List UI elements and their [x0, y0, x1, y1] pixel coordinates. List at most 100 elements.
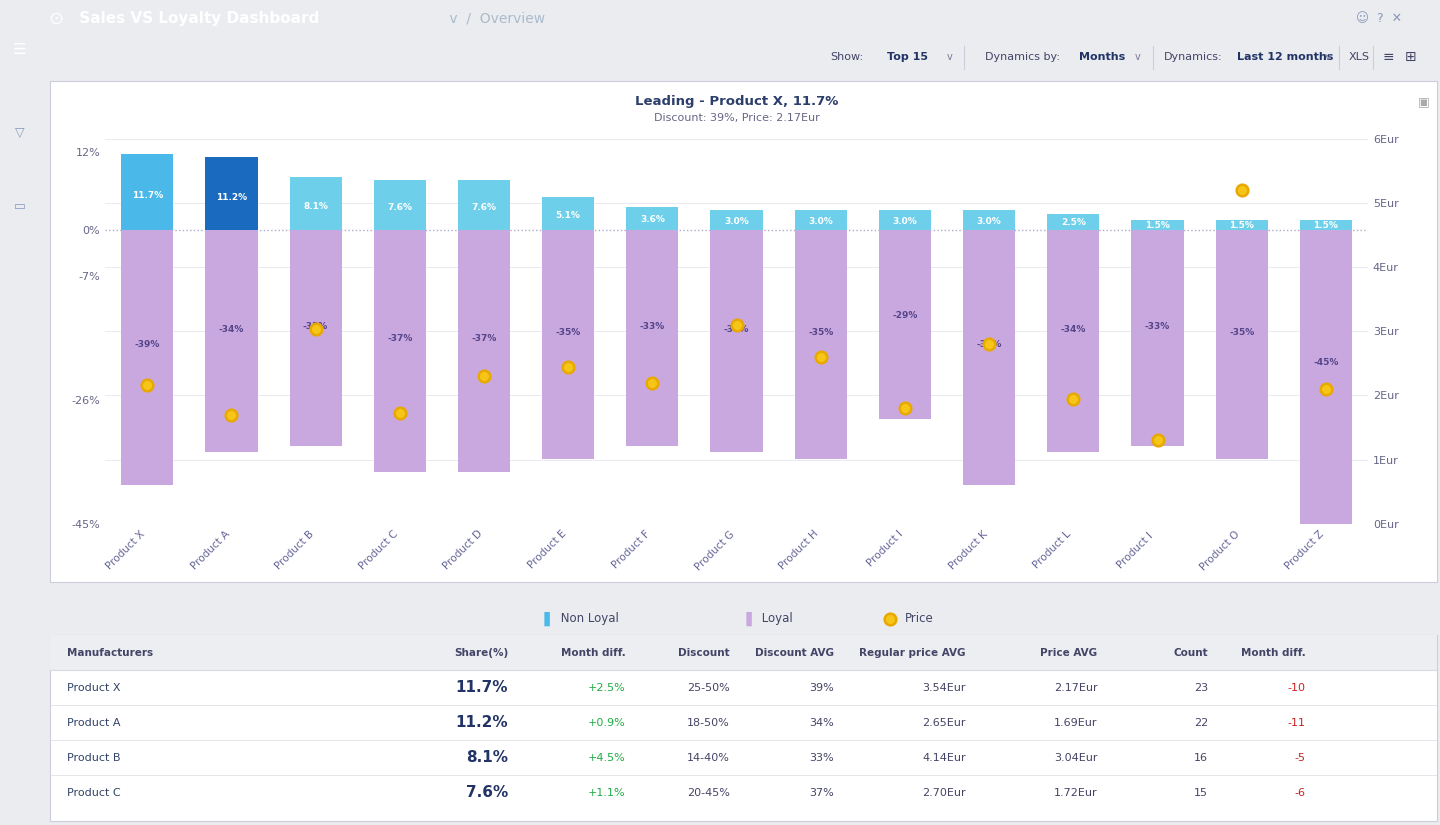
Text: Count: Count	[1174, 648, 1208, 658]
Text: Product A: Product A	[68, 718, 121, 728]
Bar	[206, 230, 258, 452]
Text: Product B: Product B	[68, 753, 121, 763]
Text: 1.69Eur: 1.69Eur	[1054, 718, 1097, 728]
Text: 7.6%: 7.6%	[387, 203, 412, 212]
Text: +2.5%: +2.5%	[588, 683, 626, 693]
Text: -39%: -39%	[976, 340, 1002, 349]
Text: 3.0%: 3.0%	[976, 217, 1001, 226]
Text: Leading - Product X, 11.7%: Leading - Product X, 11.7%	[635, 95, 838, 108]
Text: Loyal: Loyal	[757, 612, 793, 625]
Bar	[795, 230, 847, 459]
Text: v: v	[948, 52, 952, 63]
Bar	[710, 210, 763, 230]
Text: v: v	[1325, 52, 1331, 63]
Text: Product X: Product X	[68, 683, 121, 693]
Bar	[878, 210, 932, 230]
Text: Sales VS Loyalty Dashboard: Sales VS Loyalty Dashboard	[73, 12, 320, 26]
Text: 3.6%: 3.6%	[639, 215, 665, 224]
Point	[1315, 383, 1338, 396]
Text: 37%: 37%	[809, 788, 834, 798]
Text: 3.54Eur: 3.54Eur	[922, 683, 966, 693]
Bar	[1132, 220, 1184, 230]
Bar	[1215, 230, 1267, 459]
Text: 11.2%: 11.2%	[216, 192, 248, 201]
Point	[1061, 392, 1084, 405]
Bar	[289, 230, 341, 446]
Text: 3.0%: 3.0%	[724, 217, 749, 226]
Bar	[963, 210, 1015, 230]
Text: 7.6%: 7.6%	[465, 785, 508, 800]
Bar	[1215, 220, 1267, 230]
Text: 34%: 34%	[809, 718, 834, 728]
Point	[1230, 183, 1253, 196]
Text: -45%: -45%	[1313, 358, 1339, 367]
Text: ▣: ▣	[1418, 96, 1430, 109]
Text: ⊙: ⊙	[48, 10, 63, 28]
Text: Month diff.: Month diff.	[1241, 648, 1306, 658]
Text: -35%: -35%	[556, 328, 580, 337]
Text: -37%: -37%	[471, 334, 497, 343]
Bar	[710, 230, 763, 452]
Text: ▐: ▐	[539, 611, 549, 626]
Text: Regular price AVG: Regular price AVG	[860, 648, 966, 658]
Text: -34%: -34%	[219, 325, 245, 334]
Text: 7.6%: 7.6%	[471, 203, 497, 212]
Bar	[289, 177, 341, 230]
Text: Manufacturers: Manufacturers	[68, 648, 153, 658]
Text: -33%: -33%	[639, 323, 665, 332]
Point	[1146, 434, 1169, 447]
Bar	[1132, 230, 1184, 446]
Text: -11: -11	[1287, 718, 1306, 728]
Text: ☰: ☰	[13, 42, 26, 57]
Text: 4.14Eur: 4.14Eur	[922, 753, 966, 763]
Bar	[458, 230, 510, 472]
Bar	[374, 230, 426, 472]
Text: v  /  Overview: v / Overview	[445, 12, 546, 26]
Bar	[50, 635, 1437, 670]
Text: Dynamics:: Dynamics:	[1164, 52, 1223, 63]
Point	[135, 378, 158, 391]
Text: Discount: Discount	[678, 648, 730, 658]
Text: Discount AVG: Discount AVG	[755, 648, 834, 658]
Bar	[795, 210, 847, 230]
Bar	[121, 153, 173, 230]
Text: 1.5%: 1.5%	[1313, 221, 1338, 230]
Text: -35%: -35%	[808, 328, 834, 337]
Text: Product C: Product C	[68, 788, 121, 798]
Text: 33%: 33%	[809, 753, 834, 763]
Text: +1.1%: +1.1%	[589, 788, 626, 798]
Text: ▽: ▽	[14, 125, 24, 139]
Text: Non Loyal: Non Loyal	[556, 612, 618, 625]
Point	[641, 376, 664, 389]
Text: -29%: -29%	[893, 311, 917, 320]
Text: Month diff.: Month diff.	[562, 648, 626, 658]
Point	[389, 407, 412, 420]
Text: -35%: -35%	[1230, 328, 1254, 337]
Text: 14-40%: 14-40%	[687, 753, 730, 763]
Text: 3.04Eur: 3.04Eur	[1054, 753, 1097, 763]
Bar	[1300, 230, 1352, 524]
Text: 1.72Eur: 1.72Eur	[1054, 788, 1097, 798]
Text: ⊞: ⊞	[1405, 50, 1417, 64]
Point	[878, 612, 901, 625]
Text: v: v	[1135, 52, 1140, 63]
Point	[557, 360, 580, 373]
Text: 2.65Eur: 2.65Eur	[922, 718, 966, 728]
Text: 20-45%: 20-45%	[687, 788, 730, 798]
Bar	[206, 157, 258, 230]
Text: Price AVG: Price AVG	[1040, 648, 1097, 658]
Text: -5: -5	[1295, 753, 1306, 763]
Bar	[1047, 230, 1099, 452]
Text: -34%: -34%	[724, 325, 749, 334]
Bar	[878, 230, 932, 419]
Text: -10: -10	[1287, 683, 1306, 693]
Text: 22: 22	[1194, 718, 1208, 728]
Text: 23: 23	[1194, 683, 1208, 693]
Text: 5.1%: 5.1%	[556, 210, 580, 219]
Bar	[374, 181, 426, 230]
Text: 3.0%: 3.0%	[893, 217, 917, 226]
Text: 11.2%: 11.2%	[455, 715, 508, 730]
Point	[724, 318, 749, 332]
Text: 16: 16	[1194, 753, 1208, 763]
Text: -33%: -33%	[1145, 323, 1171, 332]
